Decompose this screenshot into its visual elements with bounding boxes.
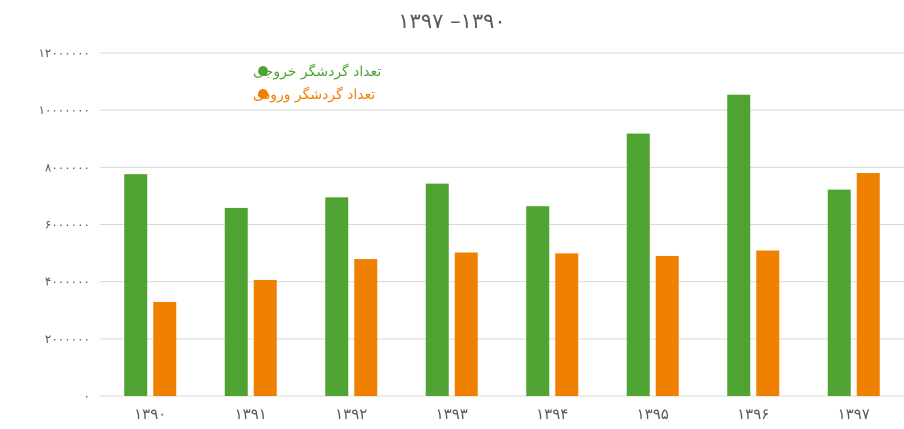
chart-title: ۱۳۹۷ –۱۳۹۰ bbox=[398, 9, 505, 33]
bar-outbound bbox=[124, 174, 148, 396]
bar-inbound bbox=[354, 259, 378, 396]
legend-label-outbound: تعداد گردشگر خروجی bbox=[253, 63, 381, 80]
legend-marker-inbound bbox=[258, 89, 268, 99]
bar-outbound bbox=[626, 133, 650, 397]
legend-marker-outbound bbox=[258, 66, 268, 76]
x-tick-label: ۱۳۹۵ bbox=[637, 405, 669, 423]
x-tick-label: ۱۳۹۳ bbox=[436, 405, 468, 423]
x-tick-label: ۱۳۹۴ bbox=[536, 405, 568, 423]
bar-inbound bbox=[555, 253, 579, 396]
gridlines bbox=[100, 52, 904, 397]
y-tick-label: ۸۰۰۰۰۰۰ bbox=[45, 160, 90, 174]
bar-outbound bbox=[325, 197, 349, 396]
y-tick-label: ۰ bbox=[84, 389, 90, 403]
x-axis: ۱۳۹۰ ۱۳۹۱ ۱۳۹۲ ۱۳۹۳ ۱۳۹۴ ۱۳۹۵ ۱۳۹۶ ۱۳۹۷ bbox=[134, 405, 870, 423]
x-tick-label: ۱۳۹۶ bbox=[737, 405, 769, 423]
x-tick-label: ۱۳۹۱ bbox=[235, 405, 267, 423]
bar-inbound bbox=[756, 250, 780, 396]
y-tick-label: ۴۰۰۰۰۰۰ bbox=[45, 275, 90, 289]
bar-outbound bbox=[425, 183, 449, 396]
bar-outbound bbox=[224, 207, 248, 396]
bar-outbound bbox=[526, 206, 550, 396]
x-tick-label: ۱۳۹۲ bbox=[335, 405, 367, 423]
y-tick-label: ۲۰۰۰۰۰۰ bbox=[45, 332, 90, 346]
x-tick-label: ۱۳۹۷ bbox=[838, 405, 870, 423]
y-tick-label: ۱۰۰۰۰۰۰۰ bbox=[38, 103, 90, 117]
legend: تعداد گردشگر خروجی تعداد گردشگر ورودی bbox=[253, 63, 381, 103]
bar-inbound bbox=[856, 173, 880, 396]
bar-inbound bbox=[454, 252, 478, 396]
bar-inbound bbox=[655, 255, 679, 396]
bar-inbound bbox=[253, 279, 277, 396]
bar-outbound bbox=[727, 94, 751, 397]
bar-inbound bbox=[153, 301, 177, 396]
legend-label-inbound: تعداد گردشگر ورودی bbox=[253, 86, 375, 103]
y-axis: ۰ ۲۰۰۰۰۰۰ ۴۰۰۰۰۰۰ ۶۰۰۰۰۰۰ ۸۰۰۰۰۰۰ ۱۰۰۰۰۰۰۰ ۱۲۰… bbox=[38, 46, 90, 403]
y-tick-label: ۶۰۰۰۰۰۰ bbox=[45, 218, 90, 232]
y-tick-label: ۱۲۰۰۰۰۰۰ bbox=[38, 46, 90, 60]
bars bbox=[124, 94, 880, 397]
x-tick-label: ۱۳۹۰ bbox=[134, 405, 166, 423]
bar-outbound bbox=[827, 189, 851, 396]
